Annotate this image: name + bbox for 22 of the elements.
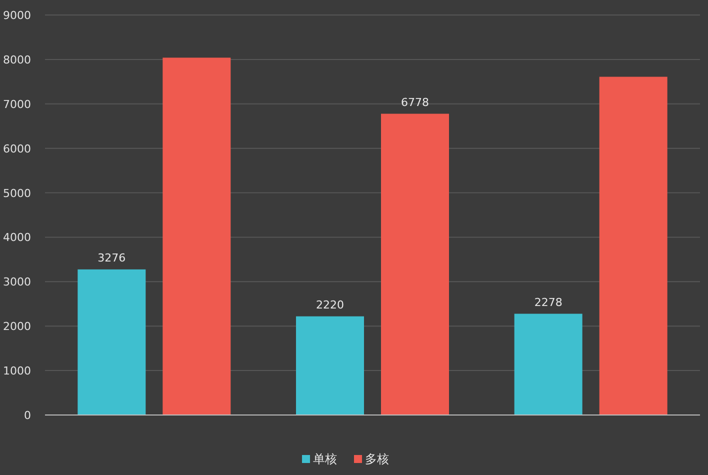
legend-label: 多核 [365, 452, 389, 466]
bar [599, 76, 668, 415]
y-tick-label: 6000 [3, 142, 31, 156]
y-tick-label: 0 [24, 409, 31, 422]
y-tick-label: 1000 [3, 364, 31, 378]
y-tick-label: 9000 [3, 9, 31, 22]
y-tick-label: 3000 [3, 276, 31, 289]
data-label: 3276 [98, 251, 126, 264]
data-label: 2278 [534, 296, 562, 309]
bar [514, 314, 582, 415]
bar [296, 316, 364, 415]
bar [162, 58, 231, 415]
y-tick-label: 7000 [3, 98, 31, 111]
y-tick-label: 8000 [3, 53, 31, 66]
y-tick-label: 2000 [3, 320, 31, 334]
bar [381, 114, 449, 415]
legend-label: 单核 [313, 452, 337, 466]
y-tick-label: 4000 [3, 231, 31, 244]
bar [78, 269, 146, 415]
y-tick-label: 5000 [3, 186, 31, 200]
data-label: 2220 [316, 298, 344, 312]
data-label: 6778 [401, 96, 429, 109]
